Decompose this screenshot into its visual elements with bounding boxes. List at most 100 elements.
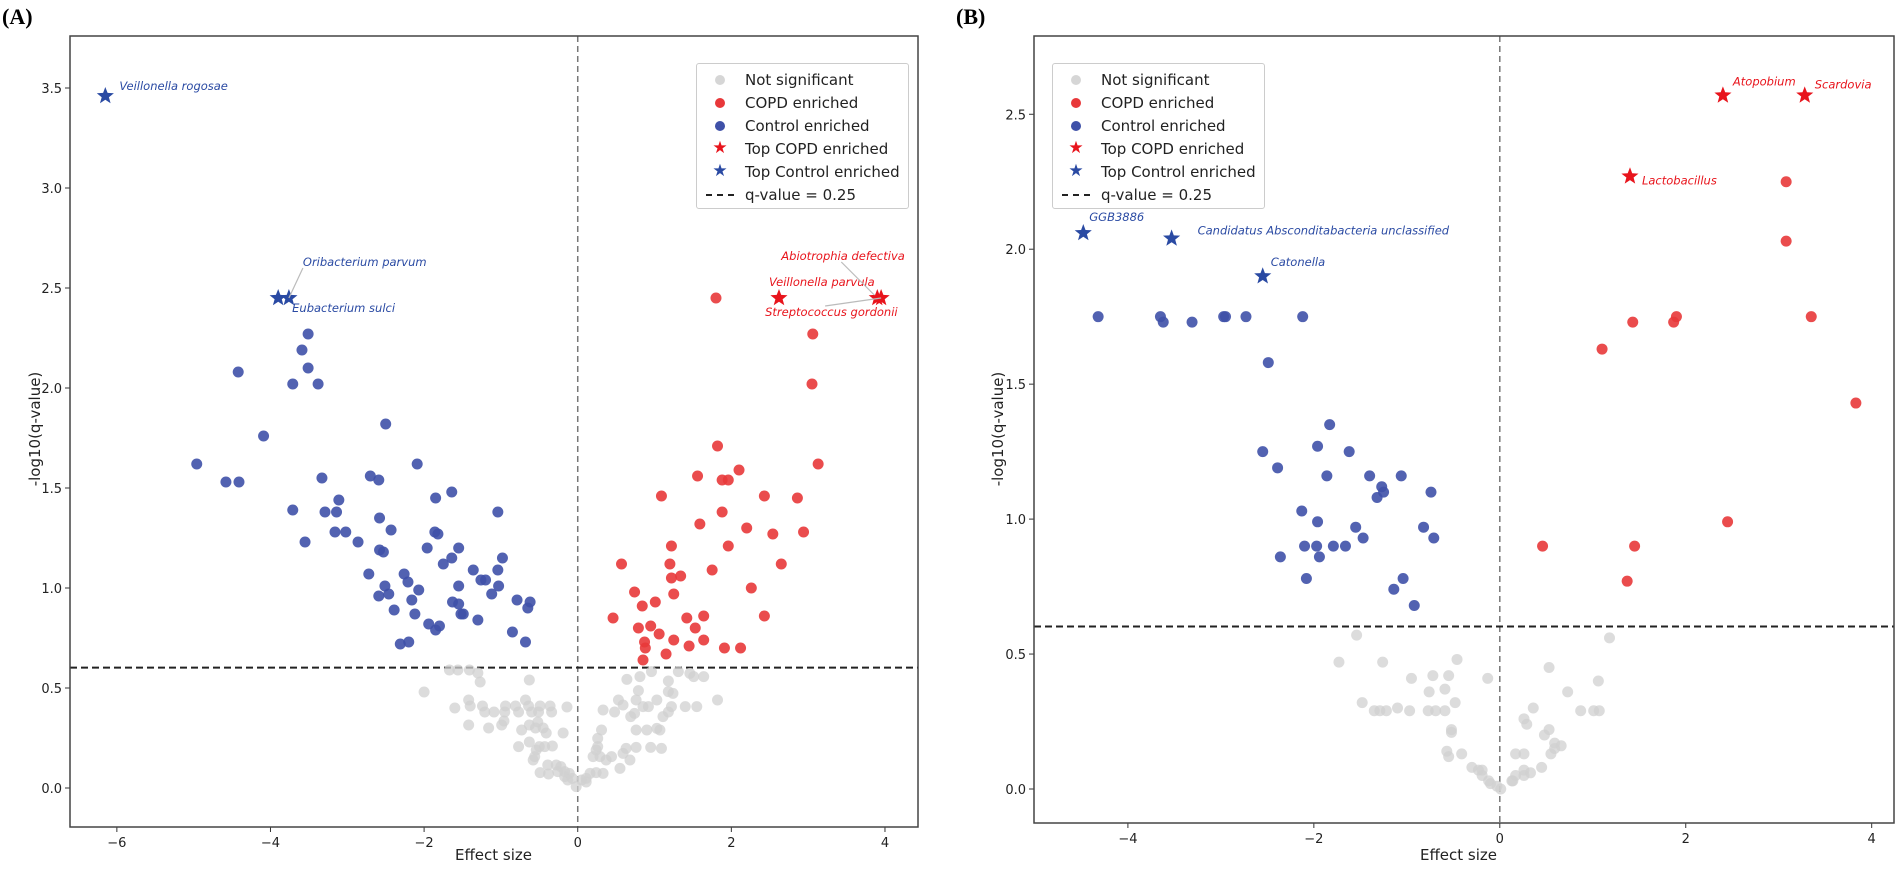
copd-enriched-point bbox=[775, 558, 787, 570]
legend-label: Control enriched bbox=[745, 116, 870, 135]
copd-enriched-point bbox=[1850, 397, 1862, 409]
panel-b-label: (B) bbox=[956, 4, 986, 29]
not-significant-point bbox=[543, 768, 555, 780]
control-enriched-point bbox=[385, 524, 397, 536]
control-enriched-point bbox=[486, 588, 498, 600]
control-enriched-point bbox=[1262, 357, 1274, 369]
control-enriched-point bbox=[446, 486, 458, 498]
not-significant-point bbox=[1377, 656, 1389, 668]
control-enriched-point bbox=[409, 608, 421, 620]
control-enriched-point bbox=[1257, 446, 1269, 458]
top-control-star bbox=[1163, 229, 1181, 246]
control-enriched-point bbox=[258, 430, 270, 442]
copd-enriched-point bbox=[758, 490, 770, 502]
copd-enriched-point bbox=[660, 648, 672, 660]
not-significant-point bbox=[566, 772, 578, 784]
grey-dot-icon bbox=[1071, 74, 1081, 85]
legend-label: q-value = 0.25 bbox=[745, 185, 857, 204]
copd-enriched-point bbox=[1722, 516, 1734, 528]
copd-enriched-point bbox=[735, 642, 747, 654]
copd-enriched-point bbox=[694, 518, 706, 530]
control-enriched-point bbox=[319, 506, 331, 518]
not-significant-point bbox=[596, 724, 608, 736]
control-enriched-point bbox=[493, 580, 505, 592]
not-significant-point bbox=[1604, 632, 1616, 644]
copd-enriched-point bbox=[632, 622, 644, 634]
not-significant-point bbox=[1562, 686, 1574, 698]
copd-enriched-point bbox=[629, 586, 641, 598]
control-enriched-point bbox=[1157, 316, 1169, 328]
control-enriched-point bbox=[1296, 505, 1308, 517]
not-significant-point bbox=[546, 706, 558, 718]
control-enriched-point bbox=[383, 588, 395, 600]
control-enriched-point bbox=[380, 418, 392, 430]
not-significant-point bbox=[592, 732, 604, 744]
control-enriched-point bbox=[457, 608, 469, 620]
not-significant-point bbox=[513, 706, 525, 718]
annotation-label: Streptococcus gordonii bbox=[765, 305, 898, 319]
not-significant-point bbox=[630, 694, 642, 706]
control-enriched-point bbox=[1312, 440, 1324, 452]
annotation-leader-line bbox=[840, 261, 878, 299]
copd-enriched-point bbox=[806, 378, 818, 390]
not-significant-point bbox=[1443, 751, 1455, 763]
legend-item-copd-enriched: COPD enriched bbox=[705, 91, 900, 114]
annotation-label: Catonella bbox=[1271, 255, 1325, 269]
control-enriched-point bbox=[1299, 540, 1311, 552]
not-significant-point bbox=[1527, 702, 1539, 714]
control-enriched-point bbox=[1357, 532, 1369, 544]
not-significant-point bbox=[630, 741, 642, 753]
legend-item-control-enriched: Control enriched bbox=[705, 114, 900, 137]
not-significant-point bbox=[691, 701, 703, 713]
not-significant-point bbox=[1456, 748, 1468, 760]
not-significant-point bbox=[1543, 662, 1555, 674]
control-enriched-point bbox=[329, 526, 341, 538]
not-significant-point bbox=[463, 664, 475, 676]
not-significant-point bbox=[483, 722, 495, 734]
not-significant-point bbox=[540, 727, 552, 739]
top-control-star bbox=[1254, 267, 1272, 284]
control-enriched-point bbox=[1428, 532, 1440, 544]
not-significant-point bbox=[529, 722, 541, 734]
annotation-leader-line bbox=[825, 297, 882, 307]
not-significant-point bbox=[665, 701, 677, 713]
control-enriched-point bbox=[1364, 470, 1376, 482]
not-significant-point bbox=[1545, 748, 1557, 760]
red-dot-icon bbox=[1071, 97, 1081, 108]
control-enriched-point bbox=[1274, 551, 1286, 563]
not-significant-point bbox=[1449, 697, 1461, 709]
control-enriched-point bbox=[232, 366, 244, 378]
copd-enriched-point bbox=[1621, 575, 1633, 587]
annotation-label: Candidatus Absconditabacteria unclassifi… bbox=[1198, 223, 1450, 237]
control-enriched-point bbox=[1327, 540, 1339, 552]
control-enriched-point bbox=[1397, 572, 1409, 584]
not-significant-point bbox=[1451, 653, 1463, 665]
not-significant-point bbox=[597, 767, 609, 779]
not-significant-point bbox=[645, 666, 657, 678]
not-significant-point bbox=[667, 687, 679, 699]
not-significant-point bbox=[534, 767, 546, 779]
control-enriched-point bbox=[506, 626, 518, 638]
not-significant-point bbox=[614, 762, 626, 774]
copd-enriched-point bbox=[664, 558, 676, 570]
y-tick-label: 1.0 bbox=[41, 582, 62, 597]
annotation-label: Veillonella rogosae bbox=[119, 79, 228, 93]
annotation-label: Atopobium bbox=[1732, 74, 1796, 88]
control-enriched-point bbox=[331, 506, 343, 518]
control-enriched-point bbox=[1321, 470, 1333, 482]
blue-star-icon: ★ bbox=[712, 161, 728, 181]
copd-enriched-point bbox=[681, 612, 693, 624]
control-enriched-point bbox=[1425, 486, 1437, 498]
copd-enriched-point bbox=[758, 610, 770, 622]
not-significant-point bbox=[1482, 672, 1494, 684]
control-enriched-point bbox=[373, 590, 385, 602]
not-significant-point bbox=[625, 711, 637, 723]
not-significant-point bbox=[617, 699, 629, 711]
control-enriched-point bbox=[453, 542, 465, 554]
not-significant-point bbox=[580, 776, 592, 788]
top-copd-star bbox=[872, 289, 890, 306]
control-enriched-point bbox=[430, 492, 442, 504]
y-tick-label: 1.5 bbox=[1005, 378, 1026, 393]
copd-enriched-point bbox=[733, 464, 745, 476]
